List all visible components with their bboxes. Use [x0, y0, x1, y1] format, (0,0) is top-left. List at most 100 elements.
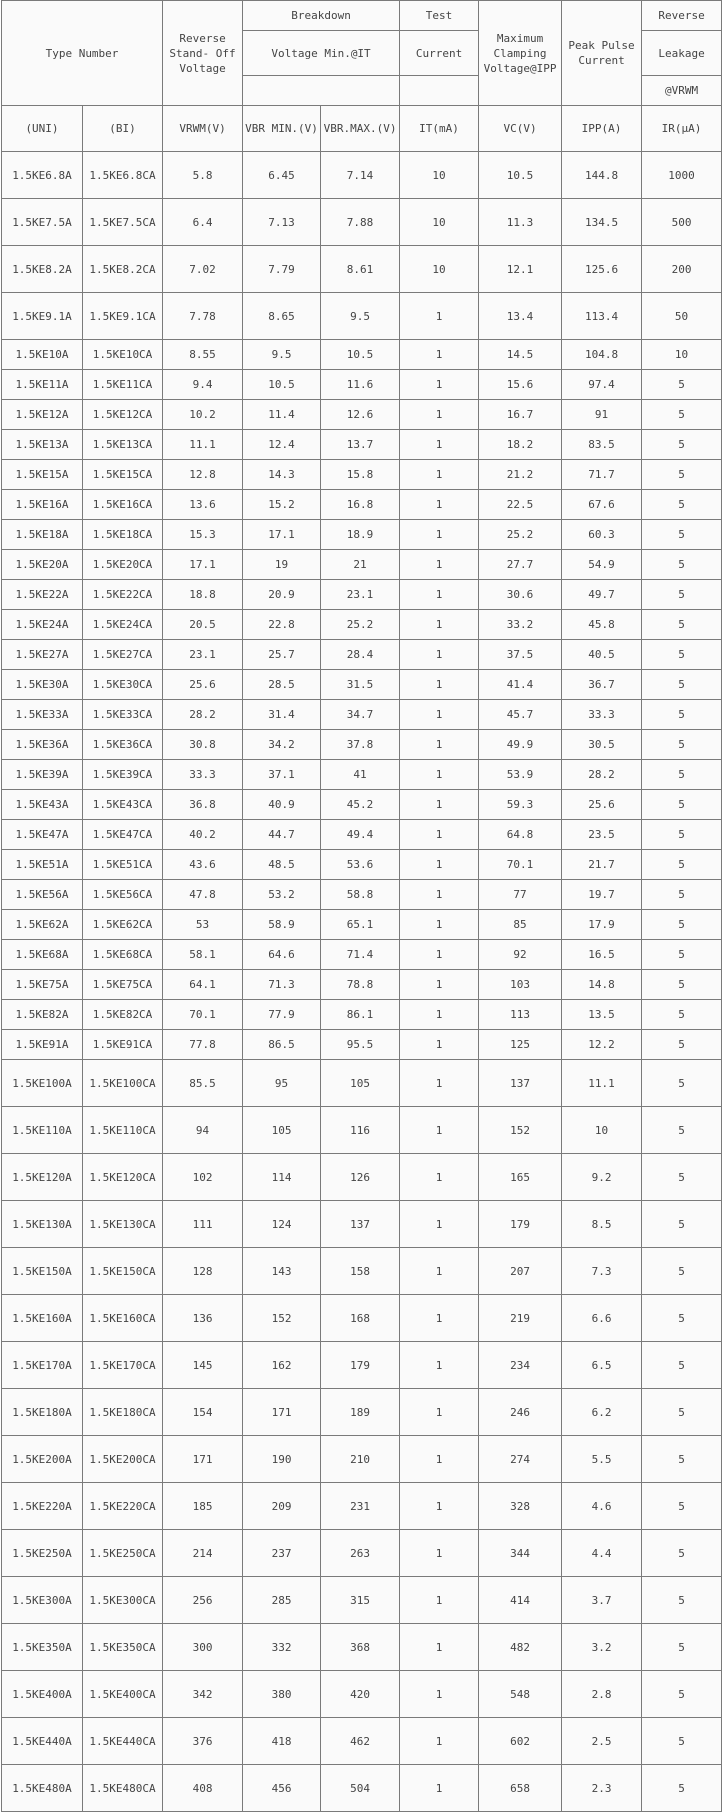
table-cell: 36.8	[162, 789, 244, 820]
table-cell: 7.13	[242, 198, 322, 246]
table-cell: 189	[320, 1388, 401, 1436]
table-row: 1.5KE100A 1.5KE100CA 85.5 95 105 1 137 11.1 5	[1, 1059, 722, 1107]
table-cell: 1	[399, 1059, 480, 1107]
table-cell: 5	[641, 429, 722, 460]
table-cell: 1	[399, 292, 480, 340]
table-cell: 44.7	[242, 819, 322, 850]
table-cell: 33.2	[478, 609, 563, 640]
table-cell: 70.1	[478, 849, 563, 880]
table-cell: 47.8	[162, 879, 244, 910]
header-reverse: Reverse	[641, 0, 722, 31]
table-cell: 13.4	[478, 292, 563, 340]
table-cell: 25.2	[478, 519, 563, 550]
table-cell: 1	[399, 1623, 480, 1671]
table-cell: 1.5KE13A	[1, 429, 83, 460]
table-cell: 5	[641, 729, 722, 760]
table-cell: 256	[162, 1576, 244, 1624]
table-cell: 105	[320, 1059, 401, 1107]
table-cell: 12.4	[242, 429, 322, 460]
table-cell: 91	[561, 399, 643, 430]
table-cell: 10	[399, 198, 480, 246]
table-cell: 179	[478, 1200, 563, 1248]
table-cell: 1.5KE22A	[1, 579, 83, 610]
table-cell: 31.4	[242, 699, 322, 730]
table-cell: 71.4	[320, 939, 401, 970]
table-cell: 37.1	[242, 759, 322, 790]
table-cell: 53.2	[242, 879, 322, 910]
table-cell: 1.5KE480A	[1, 1764, 83, 1812]
table-cell: 49.7	[561, 579, 643, 610]
table-cell: 5	[641, 399, 722, 430]
table-row: 1.5KE39A 1.5KE39CA 33.3 37.1 41 1 53.9 28.2 5	[1, 759, 722, 790]
table-cell: 1.5KE300A	[1, 1576, 83, 1624]
table-cell: 5	[641, 1670, 722, 1718]
table-cell: 171	[162, 1435, 244, 1483]
table-cell: 1.5KE170CA	[81, 1341, 164, 1389]
table-cell: 1.5KE150CA	[81, 1247, 164, 1295]
table-cell: 86.5	[242, 1029, 322, 1060]
table-cell: 4.4	[561, 1529, 643, 1577]
table-cell: 504	[320, 1764, 401, 1812]
table-cell: 67.6	[561, 489, 643, 520]
table-cell: 114	[242, 1153, 322, 1201]
table-cell: 18.2	[478, 429, 563, 460]
table-cell: 40.5	[561, 639, 643, 670]
table-cell: 1.5KE68CA	[81, 939, 164, 970]
table-row: 1.5KE43A 1.5KE43CA 36.8 40.9 45.2 1 59.3 25.6 5	[1, 789, 722, 820]
table-cell: 1.5KE350A	[1, 1623, 83, 1671]
table-cell: 171	[242, 1388, 322, 1436]
table-cell: 5	[641, 1106, 722, 1154]
table-cell: 10.5	[320, 339, 401, 370]
table-cell: 1.5KE200A	[1, 1435, 83, 1483]
table-cell: 13.6	[162, 489, 244, 520]
table-cell: 5	[641, 1388, 722, 1436]
table-row: 1.5KE120A 1.5KE120CA 102 114 126 1 165 9.2 5	[1, 1153, 722, 1201]
table-cell: 22.8	[242, 609, 322, 640]
table-cell: 10	[399, 151, 480, 199]
table-cell: 1.5KE7.5A	[1, 198, 83, 246]
unit-header-cell: (BI)	[81, 105, 164, 152]
table-cell: 380	[242, 1670, 322, 1718]
table-cell: 1.5KE82CA	[81, 999, 164, 1030]
table-cell: 1.5KE22CA	[81, 579, 164, 610]
table-cell: 30.8	[162, 729, 244, 760]
table-cell: 16.8	[320, 489, 401, 520]
table-cell: 1.5KE250A	[1, 1529, 83, 1577]
table-cell: 16.5	[561, 939, 643, 970]
table-cell: 207	[478, 1247, 563, 1295]
table-row: 1.5KE12A 1.5KE12CA 10.2 11.4 12.6 1 16.7 91 5	[1, 399, 722, 430]
table-cell: 1.5KE20CA	[81, 549, 164, 580]
table-cell: 5	[641, 699, 722, 730]
table-cell: 1.5KE18CA	[81, 519, 164, 550]
table-cell: 145	[162, 1341, 244, 1389]
table-cell: 1	[399, 1717, 480, 1765]
table-cell: 1	[399, 729, 480, 760]
table-cell: 43.6	[162, 849, 244, 880]
table-cell: 5	[641, 1482, 722, 1530]
table-cell: 1.5KE11A	[1, 369, 83, 400]
table-cell: 5	[641, 1341, 722, 1389]
table-cell: 1.5KE12A	[1, 399, 83, 430]
table-cell: 1	[399, 639, 480, 670]
table-cell: 8.65	[242, 292, 322, 340]
table-cell: 53.9	[478, 759, 563, 790]
table-cell: 15.2	[242, 489, 322, 520]
table-cell: 1.5KE100A	[1, 1059, 83, 1107]
table-cell: 1.5KE51A	[1, 849, 83, 880]
table-cell: 2.5	[561, 1717, 643, 1765]
table-row: 1.5KE250A 1.5KE250CA 214 237 263 1 344 4.4 5	[1, 1529, 722, 1577]
table-cell: 246	[478, 1388, 563, 1436]
table-row: 1.5KE56A 1.5KE56CA 47.8 53.2 58.8 1 77 19.7 5	[1, 879, 722, 910]
table-cell: 137	[320, 1200, 401, 1248]
table-cell: 60.3	[561, 519, 643, 550]
table-cell: 1.5KE12CA	[81, 399, 164, 430]
table-cell: 165	[478, 1153, 563, 1201]
table-cell: 1.5KE30CA	[81, 669, 164, 700]
table-cell: 237	[242, 1529, 322, 1577]
table-cell: 2.3	[561, 1764, 643, 1812]
unit-header-cell: (UNI)	[1, 105, 83, 152]
table-row: 1.5KE33A 1.5KE33CA 28.2 31.4 34.7 1 45.7 33.3 5	[1, 699, 722, 730]
table-cell: 1.5KE91CA	[81, 1029, 164, 1060]
table-cell: 1	[399, 909, 480, 940]
table-cell: 116	[320, 1106, 401, 1154]
